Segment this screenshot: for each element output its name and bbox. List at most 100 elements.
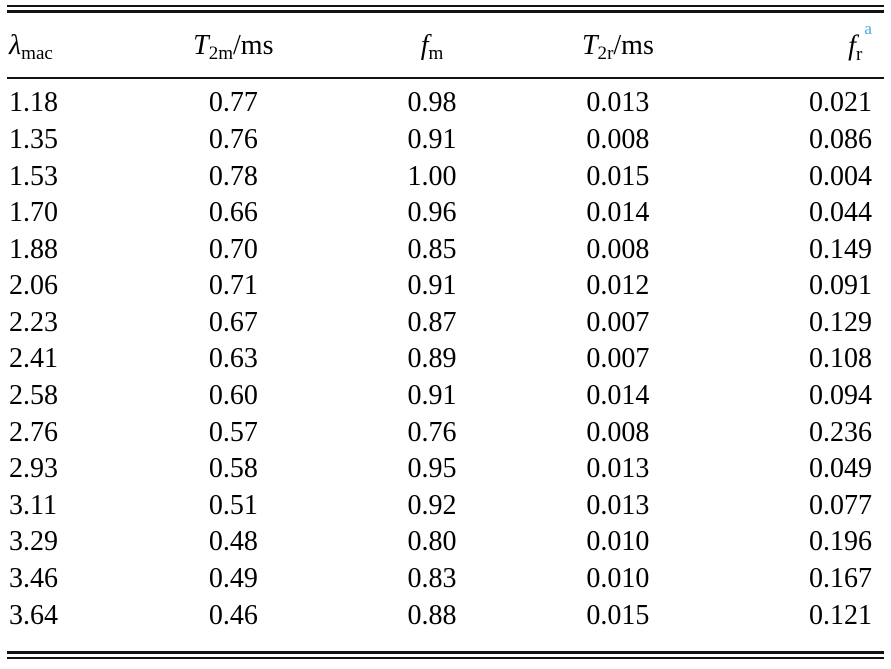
table-row: 1.53 0.78 1.00 0.015 0.004 bbox=[7, 159, 884, 196]
column-header-fr: fra bbox=[708, 13, 884, 80]
column-header-lambda-mac: λmac bbox=[7, 13, 130, 80]
fm-subscript: m bbox=[428, 42, 444, 64]
table-row: 3.64 0.46 0.88 0.015 0.121 bbox=[7, 598, 884, 635]
table-cell: 0.149 bbox=[809, 233, 872, 265]
table-cell: 1.18 bbox=[9, 87, 58, 119]
table-cell: 0.89 bbox=[407, 343, 457, 375]
table-cell: 0.008 bbox=[586, 123, 650, 155]
bottom-rule-thick bbox=[7, 651, 884, 655]
table-row: 3.11 0.51 0.92 0.013 0.077 bbox=[7, 488, 884, 525]
table-cell: 1.00 bbox=[407, 160, 457, 192]
table-cell: 0.014 bbox=[586, 197, 650, 229]
footnote-a-link[interactable]: a bbox=[864, 19, 872, 39]
column-header-t2m: T2m/ms bbox=[129, 13, 337, 80]
fr-subscript: r bbox=[855, 43, 863, 65]
table-row: 1.18 0.77 0.98 0.013 0.021 bbox=[7, 78, 884, 122]
table-cell: 0.48 bbox=[208, 526, 258, 558]
table-cell: 2.58 bbox=[9, 380, 58, 412]
table-cell: 3.29 bbox=[9, 526, 58, 558]
table-cell: 0.091 bbox=[809, 270, 872, 302]
table-cell: 0.96 bbox=[407, 197, 457, 229]
table-row: 2.76 0.57 0.76 0.008 0.236 bbox=[7, 415, 884, 452]
table-cell: 0.60 bbox=[208, 380, 258, 412]
table-cell: 1.35 bbox=[9, 123, 58, 155]
table-cell: 0.51 bbox=[208, 489, 258, 521]
table-cell: 1.70 bbox=[9, 197, 58, 229]
table-cell: 0.086 bbox=[809, 123, 872, 155]
table-cell: 0.007 bbox=[586, 343, 650, 375]
t2r-subscript: 2r bbox=[597, 42, 614, 64]
table-cell: 0.91 bbox=[407, 270, 457, 302]
table-cell: 0.78 bbox=[208, 160, 258, 192]
table-cell: 0.92 bbox=[407, 489, 457, 521]
table-row: 2.06 0.71 0.91 0.012 0.091 bbox=[7, 268, 884, 305]
table-row: 3.46 0.49 0.83 0.010 0.167 bbox=[7, 561, 884, 598]
t2m-subscript: 2m bbox=[208, 42, 234, 64]
table-cell: 0.167 bbox=[809, 563, 872, 595]
table-row: 2.23 0.67 0.87 0.007 0.129 bbox=[7, 305, 884, 342]
table-cell: 0.95 bbox=[407, 453, 457, 485]
fr-symbol: f bbox=[848, 30, 856, 62]
bottom-rules bbox=[7, 651, 884, 660]
results-table: λmac T2m/ms fm T2r/ms fra 1.18 0.77 0.98 0.… bbox=[7, 13, 884, 634]
table-cell: 3.11 bbox=[9, 489, 57, 521]
table-cell: 2.23 bbox=[9, 306, 58, 338]
table-cell: 0.010 bbox=[586, 526, 650, 558]
table-row: 1.70 0.66 0.96 0.014 0.044 bbox=[7, 195, 884, 232]
table-cell: 2.76 bbox=[9, 416, 58, 448]
table-row: 2.41 0.63 0.89 0.007 0.108 bbox=[7, 341, 884, 378]
header-row: λmac T2m/ms fm T2r/ms fra bbox=[7, 13, 884, 80]
table-cell: 0.91 bbox=[407, 380, 457, 412]
table-header: λmac T2m/ms fm T2r/ms fra bbox=[7, 13, 884, 80]
t2r-symbol: T bbox=[581, 29, 598, 61]
table-cell: 0.58 bbox=[208, 453, 258, 485]
table-cell: 0.010 bbox=[586, 563, 650, 595]
table-cell: 1.88 bbox=[9, 233, 58, 265]
table-cell: 0.008 bbox=[586, 233, 650, 265]
bottom-rule-thin bbox=[7, 657, 884, 660]
table-cell: 0.012 bbox=[586, 270, 650, 302]
t2m-unit: /ms bbox=[233, 29, 274, 61]
table-cell: 0.196 bbox=[809, 526, 872, 558]
table-cell: 0.121 bbox=[809, 599, 872, 631]
table-cell: 0.044 bbox=[809, 197, 872, 229]
t2r-unit: /ms bbox=[613, 29, 654, 61]
table-cell: 3.46 bbox=[9, 563, 58, 595]
table-cell: 0.049 bbox=[809, 453, 872, 485]
table-cell: 0.91 bbox=[407, 123, 457, 155]
table-cell: 0.236 bbox=[809, 416, 872, 448]
table-cell: 0.007 bbox=[586, 306, 650, 338]
table-cell: 0.013 bbox=[586, 453, 650, 485]
table-cell: 2.41 bbox=[9, 343, 58, 375]
table-cell: 0.129 bbox=[809, 306, 872, 338]
column-header-t2r: T2r/ms bbox=[527, 13, 709, 80]
table-cell: 0.70 bbox=[208, 233, 258, 265]
table-cell: 2.93 bbox=[9, 453, 58, 485]
table-cell: 0.63 bbox=[208, 343, 258, 375]
table-cell: 0.108 bbox=[809, 343, 872, 375]
table-cell: 0.88 bbox=[407, 599, 457, 631]
table-cell: 0.98 bbox=[407, 87, 457, 119]
table-cell: 0.094 bbox=[809, 380, 872, 412]
table-cell: 0.008 bbox=[586, 416, 650, 448]
table-cell: 3.64 bbox=[9, 599, 58, 631]
table-cell: 0.013 bbox=[586, 489, 650, 521]
top-rule-thin bbox=[7, 5, 884, 7]
table-row: 1.35 0.76 0.91 0.008 0.086 bbox=[7, 122, 884, 159]
table-cell: 0.76 bbox=[407, 416, 457, 448]
column-header-fm: fm bbox=[336, 13, 528, 80]
table-cell: 0.014 bbox=[586, 380, 650, 412]
table-cell: 0.71 bbox=[208, 270, 258, 302]
table-cell: 0.87 bbox=[407, 306, 457, 338]
fm-symbol: f bbox=[420, 29, 429, 61]
table-cell: 2.06 bbox=[9, 270, 58, 302]
table-cell: 0.67 bbox=[208, 306, 258, 338]
table-cell: 0.85 bbox=[407, 233, 457, 265]
table-cell: 0.077 bbox=[809, 489, 872, 521]
table-cell: 0.46 bbox=[208, 599, 258, 631]
table-cell: 0.013 bbox=[586, 87, 650, 119]
table-cell: 1.53 bbox=[9, 160, 58, 192]
table-cell: 0.77 bbox=[208, 87, 258, 119]
table-cell: 0.80 bbox=[407, 526, 457, 558]
